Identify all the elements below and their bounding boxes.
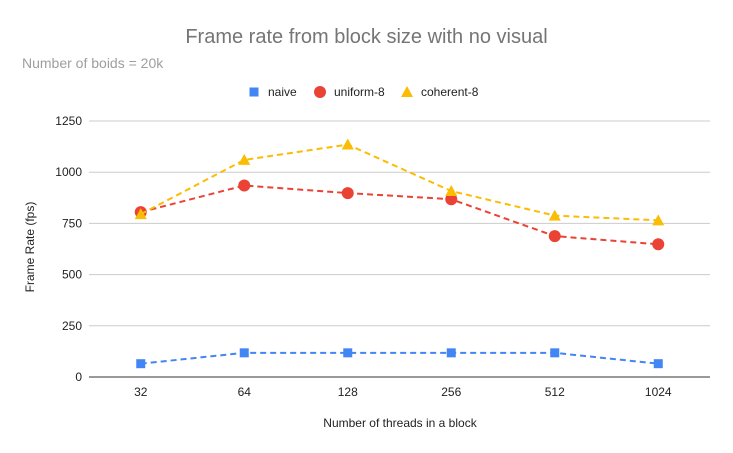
x-tick-label: 128: [338, 385, 358, 399]
series-group: [134, 138, 665, 369]
series-naive: [136, 348, 663, 369]
legend-item-uniform-8: uniform-8: [314, 85, 385, 99]
x-axis-ticks: 32 64 128 256 512 1024: [134, 385, 672, 399]
series-line-uniform-8: [140, 184, 659, 246]
data-point-naive: [653, 359, 663, 369]
series-uniform-8: [134, 179, 665, 251]
chart-title: Frame rate from block size with no visua…: [185, 26, 547, 48]
data-point-naive: [446, 348, 456, 358]
data-point-coherent-8: [238, 153, 251, 165]
series-line-naive: [140, 351, 659, 365]
y-tick-label: 1250: [55, 114, 82, 128]
y-tick-label: 250: [62, 319, 82, 333]
x-tick-label: 256: [441, 385, 461, 399]
data-point-uniform-8: [238, 179, 251, 192]
data-point-uniform-8: [652, 238, 665, 251]
data-point-naive: [550, 348, 560, 358]
x-tick-label: 1024: [645, 385, 672, 399]
series-line-coherent-8: [140, 143, 659, 222]
x-axis-label: Number of threads in a block: [323, 416, 477, 430]
data-point-coherent-8: [134, 208, 147, 220]
legend: naive uniform-8 coherent-8: [249, 85, 479, 99]
legend-item-naive: naive: [249, 85, 297, 99]
data-point-uniform-8: [341, 187, 354, 200]
data-point-uniform-8: [445, 193, 458, 206]
x-tick-label: 64: [238, 385, 252, 399]
data-point-uniform-8: [548, 230, 561, 243]
data-point-coherent-8: [445, 185, 458, 197]
y-tick-label: 500: [62, 268, 82, 282]
chart-subtitle: Number of boids = 20k: [22, 55, 164, 71]
legend-marker-coherent-8: [401, 86, 413, 97]
y-tick-label: 1000: [55, 165, 82, 179]
data-point-coherent-8: [548, 209, 561, 221]
legend-marker-naive: [249, 87, 259, 97]
data-point-coherent-8: [341, 138, 354, 150]
data-point-coherent-8: [652, 214, 665, 226]
data-point-naive: [239, 348, 249, 358]
legend-item-coherent-8: coherent-8: [401, 85, 479, 99]
legend-label: uniform-8: [334, 85, 385, 99]
legend-label: naive: [268, 85, 297, 99]
y-axis-label: Frame Rate (fps): [23, 202, 37, 293]
y-tick-label: 0: [75, 370, 82, 384]
gridlines: [89, 120, 710, 378]
legend-marker-uniform-8: [314, 86, 326, 98]
x-tick-label: 32: [134, 385, 148, 399]
legend-label: coherent-8: [421, 85, 479, 99]
data-point-naive: [343, 348, 353, 358]
y-axis-ticks: 0 250 500 750 1000 1250: [55, 114, 82, 384]
data-point-naive: [136, 359, 146, 369]
y-tick-label: 750: [62, 216, 82, 230]
series-coherent-8: [134, 138, 665, 226]
x-tick-label: 512: [545, 385, 565, 399]
